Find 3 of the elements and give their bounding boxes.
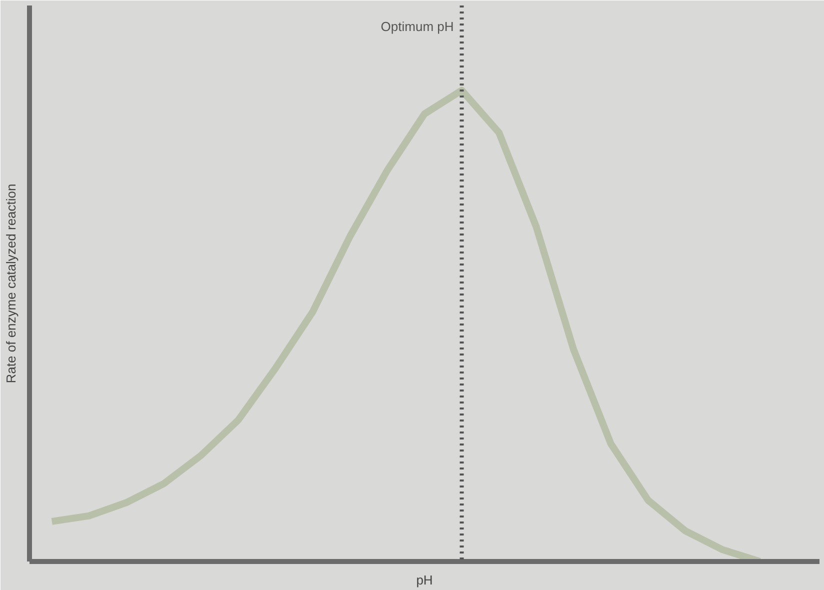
text: Optimum pH (380, 18, 454, 34)
x-axis-title: pH (416, 572, 433, 588)
y-axis-title: Rate of enzyme catalyzed reaction (4, 184, 18, 384)
